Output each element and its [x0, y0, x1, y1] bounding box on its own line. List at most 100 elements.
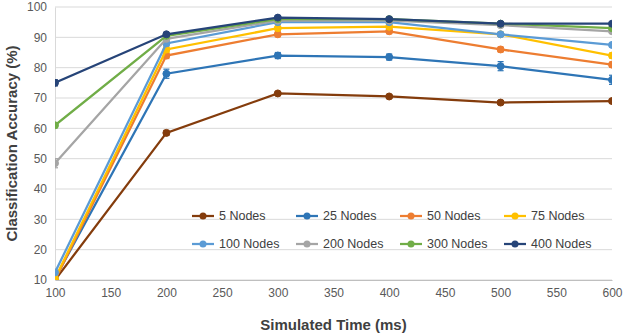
- point: [55, 269, 59, 276]
- line: [55, 56, 612, 279]
- legend-marker: [512, 213, 519, 220]
- point: [386, 54, 393, 61]
- series: [55, 19, 612, 276]
- tick-label: 70: [34, 91, 48, 105]
- error-bar: [386, 54, 392, 60]
- tick-label: 100: [27, 0, 47, 14]
- tick: 550: [547, 280, 567, 300]
- point: [609, 20, 613, 27]
- axis-line: [55, 8, 56, 281]
- tick-label: 600: [602, 286, 622, 300]
- legend-marker: [200, 213, 207, 220]
- grid-line: [55, 67, 612, 68]
- point: [55, 160, 59, 167]
- tick: 70: [34, 91, 55, 105]
- legend: 5 Nodes 25 Nodes 50 Nodes 75 Nodes 100 Nodes…: [192, 209, 591, 251]
- legend-marker: [408, 241, 415, 248]
- error-bar: [55, 159, 58, 168]
- line: [55, 93, 612, 280]
- tick: 60: [34, 122, 55, 136]
- series: [55, 28, 612, 280]
- legend-item: 200 Nodes: [296, 237, 383, 251]
- tick-label: 200: [157, 286, 177, 300]
- tick-label: 10: [34, 273, 48, 287]
- tick: 30: [34, 213, 55, 227]
- legend-item: 50 Nodes: [400, 209, 481, 223]
- tick: 80: [34, 61, 55, 75]
- series: [55, 14, 612, 86]
- series: [55, 90, 612, 280]
- tick-label: 300: [268, 286, 288, 300]
- tick-label: 40: [34, 182, 48, 196]
- plot-area: 1001502002503003504004505005506001020304…: [27, 0, 623, 299]
- series: [55, 52, 612, 280]
- line: [55, 21, 612, 164]
- point: [386, 16, 393, 23]
- tick-label: 100: [45, 286, 65, 300]
- error-bar: [275, 53, 281, 59]
- point: [497, 31, 504, 38]
- tick-label: 400: [380, 286, 400, 300]
- tick: 350: [324, 280, 344, 300]
- line: [55, 19, 612, 125]
- tick: 300: [268, 280, 288, 300]
- error-cap: [163, 69, 169, 70]
- grid-line: [55, 7, 612, 8]
- tick: 400: [380, 280, 400, 300]
- point: [609, 41, 613, 48]
- legend-label: 50 Nodes: [427, 209, 481, 223]
- legend-label: 400 Nodes: [531, 237, 591, 251]
- tick-label: 80: [34, 61, 48, 75]
- error-cap: [498, 61, 504, 62]
- legend-label: 25 Nodes: [323, 209, 377, 223]
- legend-label: 75 Nodes: [531, 209, 585, 223]
- grid: [55, 7, 612, 280]
- legend-marker: [200, 241, 207, 248]
- tick: 40: [34, 182, 55, 196]
- error-cap: [163, 78, 169, 79]
- error-bar: [498, 62, 504, 71]
- legend-label: 5 Nodes: [219, 209, 266, 223]
- tick: 150: [101, 280, 121, 300]
- tick: 100: [27, 0, 55, 14]
- point: [163, 31, 170, 38]
- tick-label: 20: [34, 243, 48, 257]
- tick-label: 50: [34, 152, 48, 166]
- series: [55, 16, 612, 129]
- legend-item: 100 Nodes: [192, 237, 279, 251]
- tick-label: 150: [101, 286, 121, 300]
- x-axis-title: Simulated Time (ms): [260, 316, 406, 333]
- point: [497, 63, 504, 70]
- tick: 50: [34, 152, 55, 166]
- legend-label: 300 Nodes: [427, 237, 487, 251]
- point: [609, 76, 613, 83]
- tick: 90: [34, 31, 55, 45]
- grid-line: [55, 128, 612, 129]
- tick: 600: [602, 280, 622, 300]
- legend-item: 400 Nodes: [504, 237, 591, 251]
- error-cap: [55, 167, 58, 168]
- point: [163, 70, 170, 77]
- error-cap: [55, 158, 58, 159]
- legend-label: 200 Nodes: [323, 237, 383, 251]
- tick-label: 60: [34, 122, 48, 136]
- tick-label: 30: [34, 213, 48, 227]
- tick: 450: [435, 280, 455, 300]
- tick: 20: [34, 243, 55, 257]
- tick: 10: [34, 273, 55, 287]
- grid-line: [55, 158, 612, 159]
- point: [497, 20, 504, 27]
- tick-label: 350: [324, 286, 344, 300]
- line: [55, 18, 612, 83]
- tick-label: 550: [547, 286, 567, 300]
- point: [274, 90, 281, 97]
- axis-line: [56, 280, 613, 281]
- error-cap: [498, 70, 504, 71]
- legend-marker: [408, 213, 415, 220]
- point: [274, 52, 281, 59]
- chart: 1001502002503003504004505005506001020304…: [0, 0, 624, 336]
- series: [55, 17, 612, 168]
- tick-label: 250: [213, 286, 233, 300]
- legend-item: 5 Nodes: [192, 209, 266, 223]
- point: [609, 52, 613, 59]
